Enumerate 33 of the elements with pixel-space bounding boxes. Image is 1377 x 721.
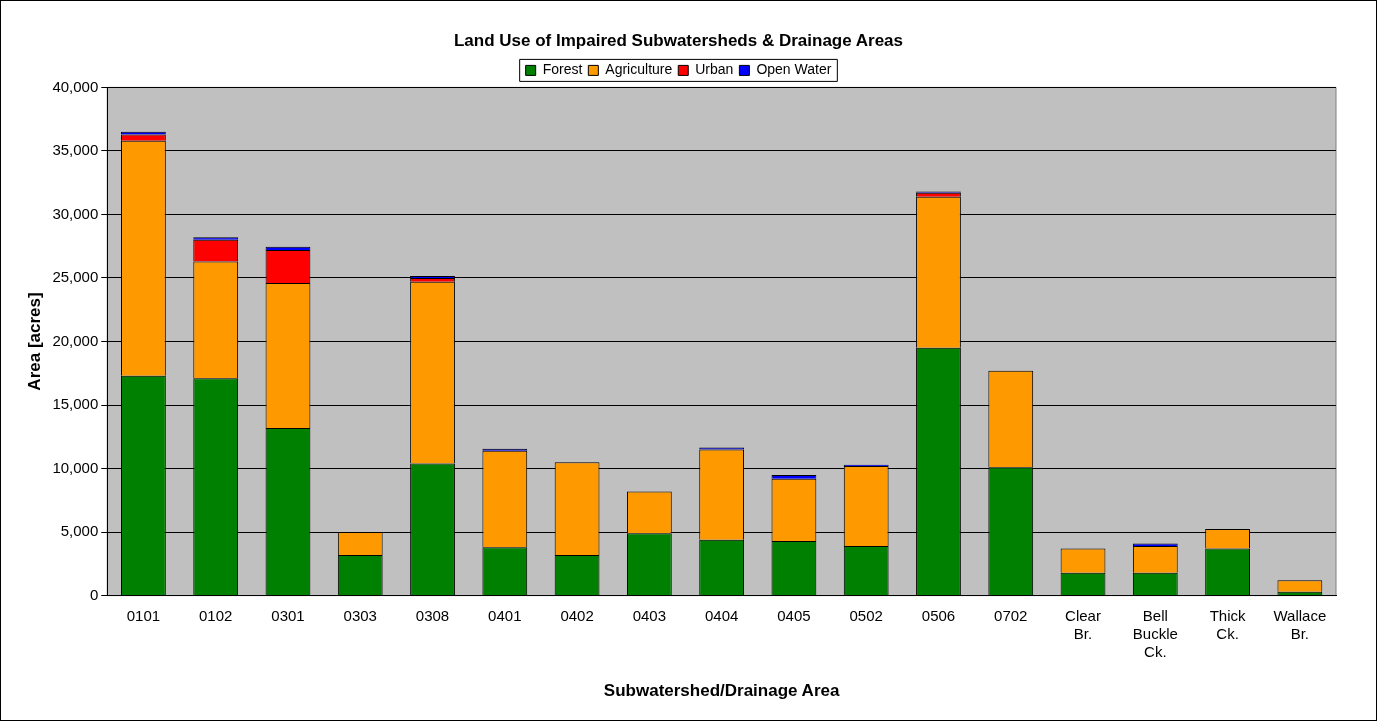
x-axis-title: Subwatershed/Drainage Area: [603, 681, 840, 701]
x-tick-label: 0506: [921, 606, 956, 624]
x-tick-label: Clear Br.: [1065, 606, 1101, 642]
y-tick-label: 25,000: [52, 268, 99, 286]
x-tick-label: Wallace Br.: [1273, 606, 1327, 642]
x-tick-label: 0702: [994, 606, 1028, 624]
x-tick-label: 0102: [199, 606, 233, 624]
chart-title: Land Use of Impaired Subwatersheds & Drainage Areas: [453, 30, 904, 50]
y-tick-label: 35,000: [52, 141, 99, 159]
y-tick-label: 5,000: [60, 522, 99, 540]
legend-label: Agriculture: [605, 61, 673, 78]
y-tick-label: 10,000: [52, 458, 99, 476]
y-tick-label: 15,000: [52, 395, 99, 413]
y-axis-title: Area [acres]: [24, 292, 44, 391]
y-tick-label: 40,000: [52, 77, 99, 95]
x-tick-label: 0101: [126, 606, 161, 624]
y-tick-label: 0: [89, 585, 99, 603]
legend-label: Open Water: [756, 61, 832, 78]
y-tick-label: 30,000: [52, 204, 99, 222]
x-tick-label: 0402: [560, 606, 594, 624]
y-tick-label: 20,000: [52, 331, 99, 349]
legend-label: Forest: [542, 61, 583, 78]
x-tick-label: 0502: [849, 606, 883, 624]
x-tick-label: 0301: [271, 606, 305, 624]
x-tick-label: 0401: [488, 606, 522, 624]
x-tick-label: 0308: [415, 606, 450, 624]
x-tick-label: 0303: [343, 606, 377, 624]
x-tick-label: 0404: [704, 606, 739, 624]
x-tick-label: 0403: [632, 606, 667, 624]
legend-label: Urban: [695, 61, 734, 78]
x-tick-label: 0405: [777, 606, 811, 624]
x-tick-label: Thick Ck.: [1209, 606, 1246, 642]
x-tick-label: Bell Buckle Ck.: [1132, 606, 1178, 660]
